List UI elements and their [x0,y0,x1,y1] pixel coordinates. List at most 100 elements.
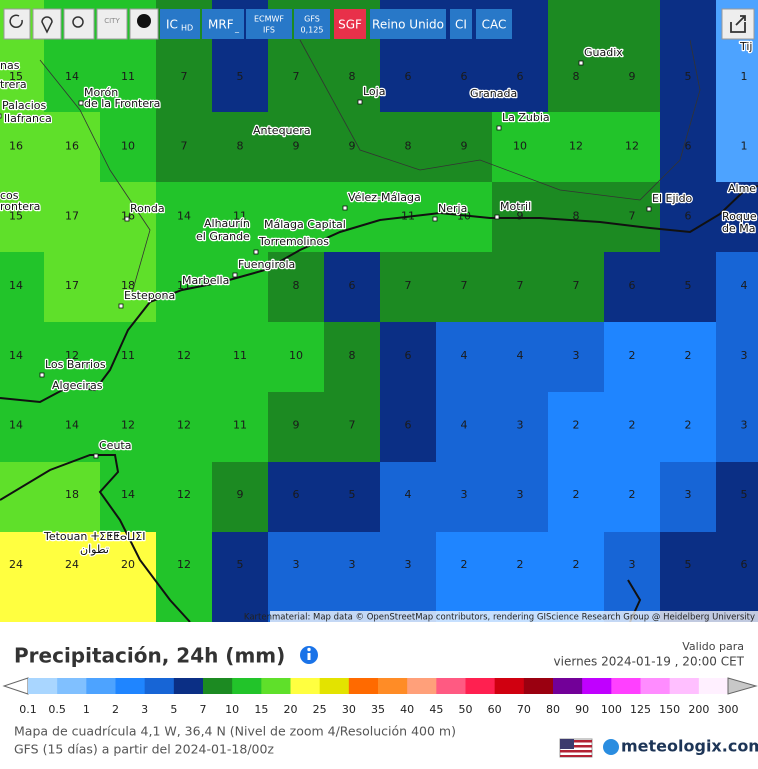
grid-value: 4 [517,349,524,362]
grid-cell [156,532,213,623]
legend: 0.1 0.5 1 2 3 5 7 10 15 20 25 30 35 40 45 50 60 70 80 90 100… [2,677,758,716]
grid-value: 7 [405,279,412,292]
grid-value: 4 [741,279,748,292]
grid-value: 2 [629,349,636,362]
legend-swatch [261,678,291,694]
grid-value: 16 [9,140,23,153]
location-button[interactable] [32,8,62,40]
grid-cell [100,532,157,623]
grid-info: Mapa de cuadrícula 4,1 W, 36,4 N (Nivel … [14,724,456,739]
place-label: تطوان [80,543,109,556]
legend-swatch [582,678,612,694]
grid-cell [0,532,45,623]
model-button[interactable] [246,9,292,39]
grid-value: 18 [65,488,79,501]
grid-value: 11 [233,419,247,432]
legend-label: 40 [400,703,414,716]
place-label: Vélez-Málaga [348,191,421,204]
valid-time: viernes 2024-01-19 , 20:00 CET [554,655,745,669]
grid-cell [380,462,437,533]
model-button[interactable] [160,9,200,39]
grid-cell [492,532,549,623]
grid-cell [660,0,717,113]
place-label: el Grande [196,230,250,243]
grid-cell [156,182,213,253]
model-button[interactable] [334,9,366,39]
grid-cell [548,252,605,323]
grid-cell [324,532,381,623]
grid-value: 2 [685,349,692,362]
grid-cell [212,252,269,323]
flag-icon[interactable] [559,738,593,758]
grid-cell [324,112,381,183]
grid-cell [0,112,45,183]
grid-value: 9 [517,209,524,222]
place-marker [232,272,238,278]
grid-cell [604,0,661,113]
place-marker [496,125,502,131]
grid-cell [44,252,101,323]
grid-value: 12 [177,558,191,571]
grid-value: 6 [741,558,748,571]
grid-cell [268,392,325,463]
place-marker [0,113,2,119]
grid-cell [100,112,157,183]
model-button[interactable] [202,9,244,39]
city-button[interactable] [96,8,128,40]
legend-swatch [144,678,175,694]
place-marker [93,453,99,459]
model-button[interactable] [450,9,472,39]
grid-cell [268,462,325,533]
model-button[interactable] [370,9,446,39]
grid-value: 4 [461,419,468,432]
model-button[interactable] [294,9,330,39]
reload-button[interactable] [3,8,31,40]
attribution-bg [270,611,758,622]
grid-cell [380,252,437,323]
legend-label: 60 [488,703,502,716]
grid-cell [44,392,101,463]
grid-value: 6 [461,70,468,83]
legend-label: 300 [718,703,739,716]
grid-value: 3 [293,558,300,571]
grid-value: 7 [461,279,468,292]
grid-cell [324,182,381,253]
place-marker [646,206,652,212]
grid-value: 18 [121,279,135,292]
legend-swatch [407,678,437,694]
grid-cell [380,392,437,463]
grid-value: 7 [293,70,300,83]
place-label: de Ma [722,222,755,235]
panel-title: Precipitación, 24h (mm) [14,644,285,668]
grid-value: 3 [741,349,748,362]
grid-value: 16 [65,140,79,153]
place-label: Alme [728,182,756,195]
grid-value: 15 [9,70,23,83]
legend-label: 7 [200,703,207,716]
legend-label: 70 [517,703,531,716]
grid-value: 11 [233,349,247,362]
grid-value: 14 [177,209,191,222]
brand[interactable]: meteologix.com [621,737,758,756]
model-button[interactable] [476,9,512,39]
grid-value: 24 [65,558,79,571]
place-label: Tetouan ⵜⵉⵟⵟⴰⵡⵉⵏ [43,530,146,543]
legend-label: 25 [313,703,327,716]
grid-value: 9 [349,140,356,153]
legend-label: 20 [284,703,298,716]
grid-cell [716,462,758,533]
zoom-button[interactable] [63,8,95,40]
grid-value: 7 [573,279,580,292]
grid-cell [156,322,213,393]
grid-value: 2 [573,419,580,432]
legend-swatch [465,678,496,694]
info-icon[interactable] [300,646,318,664]
grid-cell [212,392,269,463]
grid-value: 6 [405,349,412,362]
grid-value: 2 [685,419,692,432]
grid-value: 6 [405,70,412,83]
toolbar: CITY [3,8,755,40]
grid-cell [0,462,45,533]
grid-value: 9 [293,140,300,153]
grid-cell [156,462,213,533]
